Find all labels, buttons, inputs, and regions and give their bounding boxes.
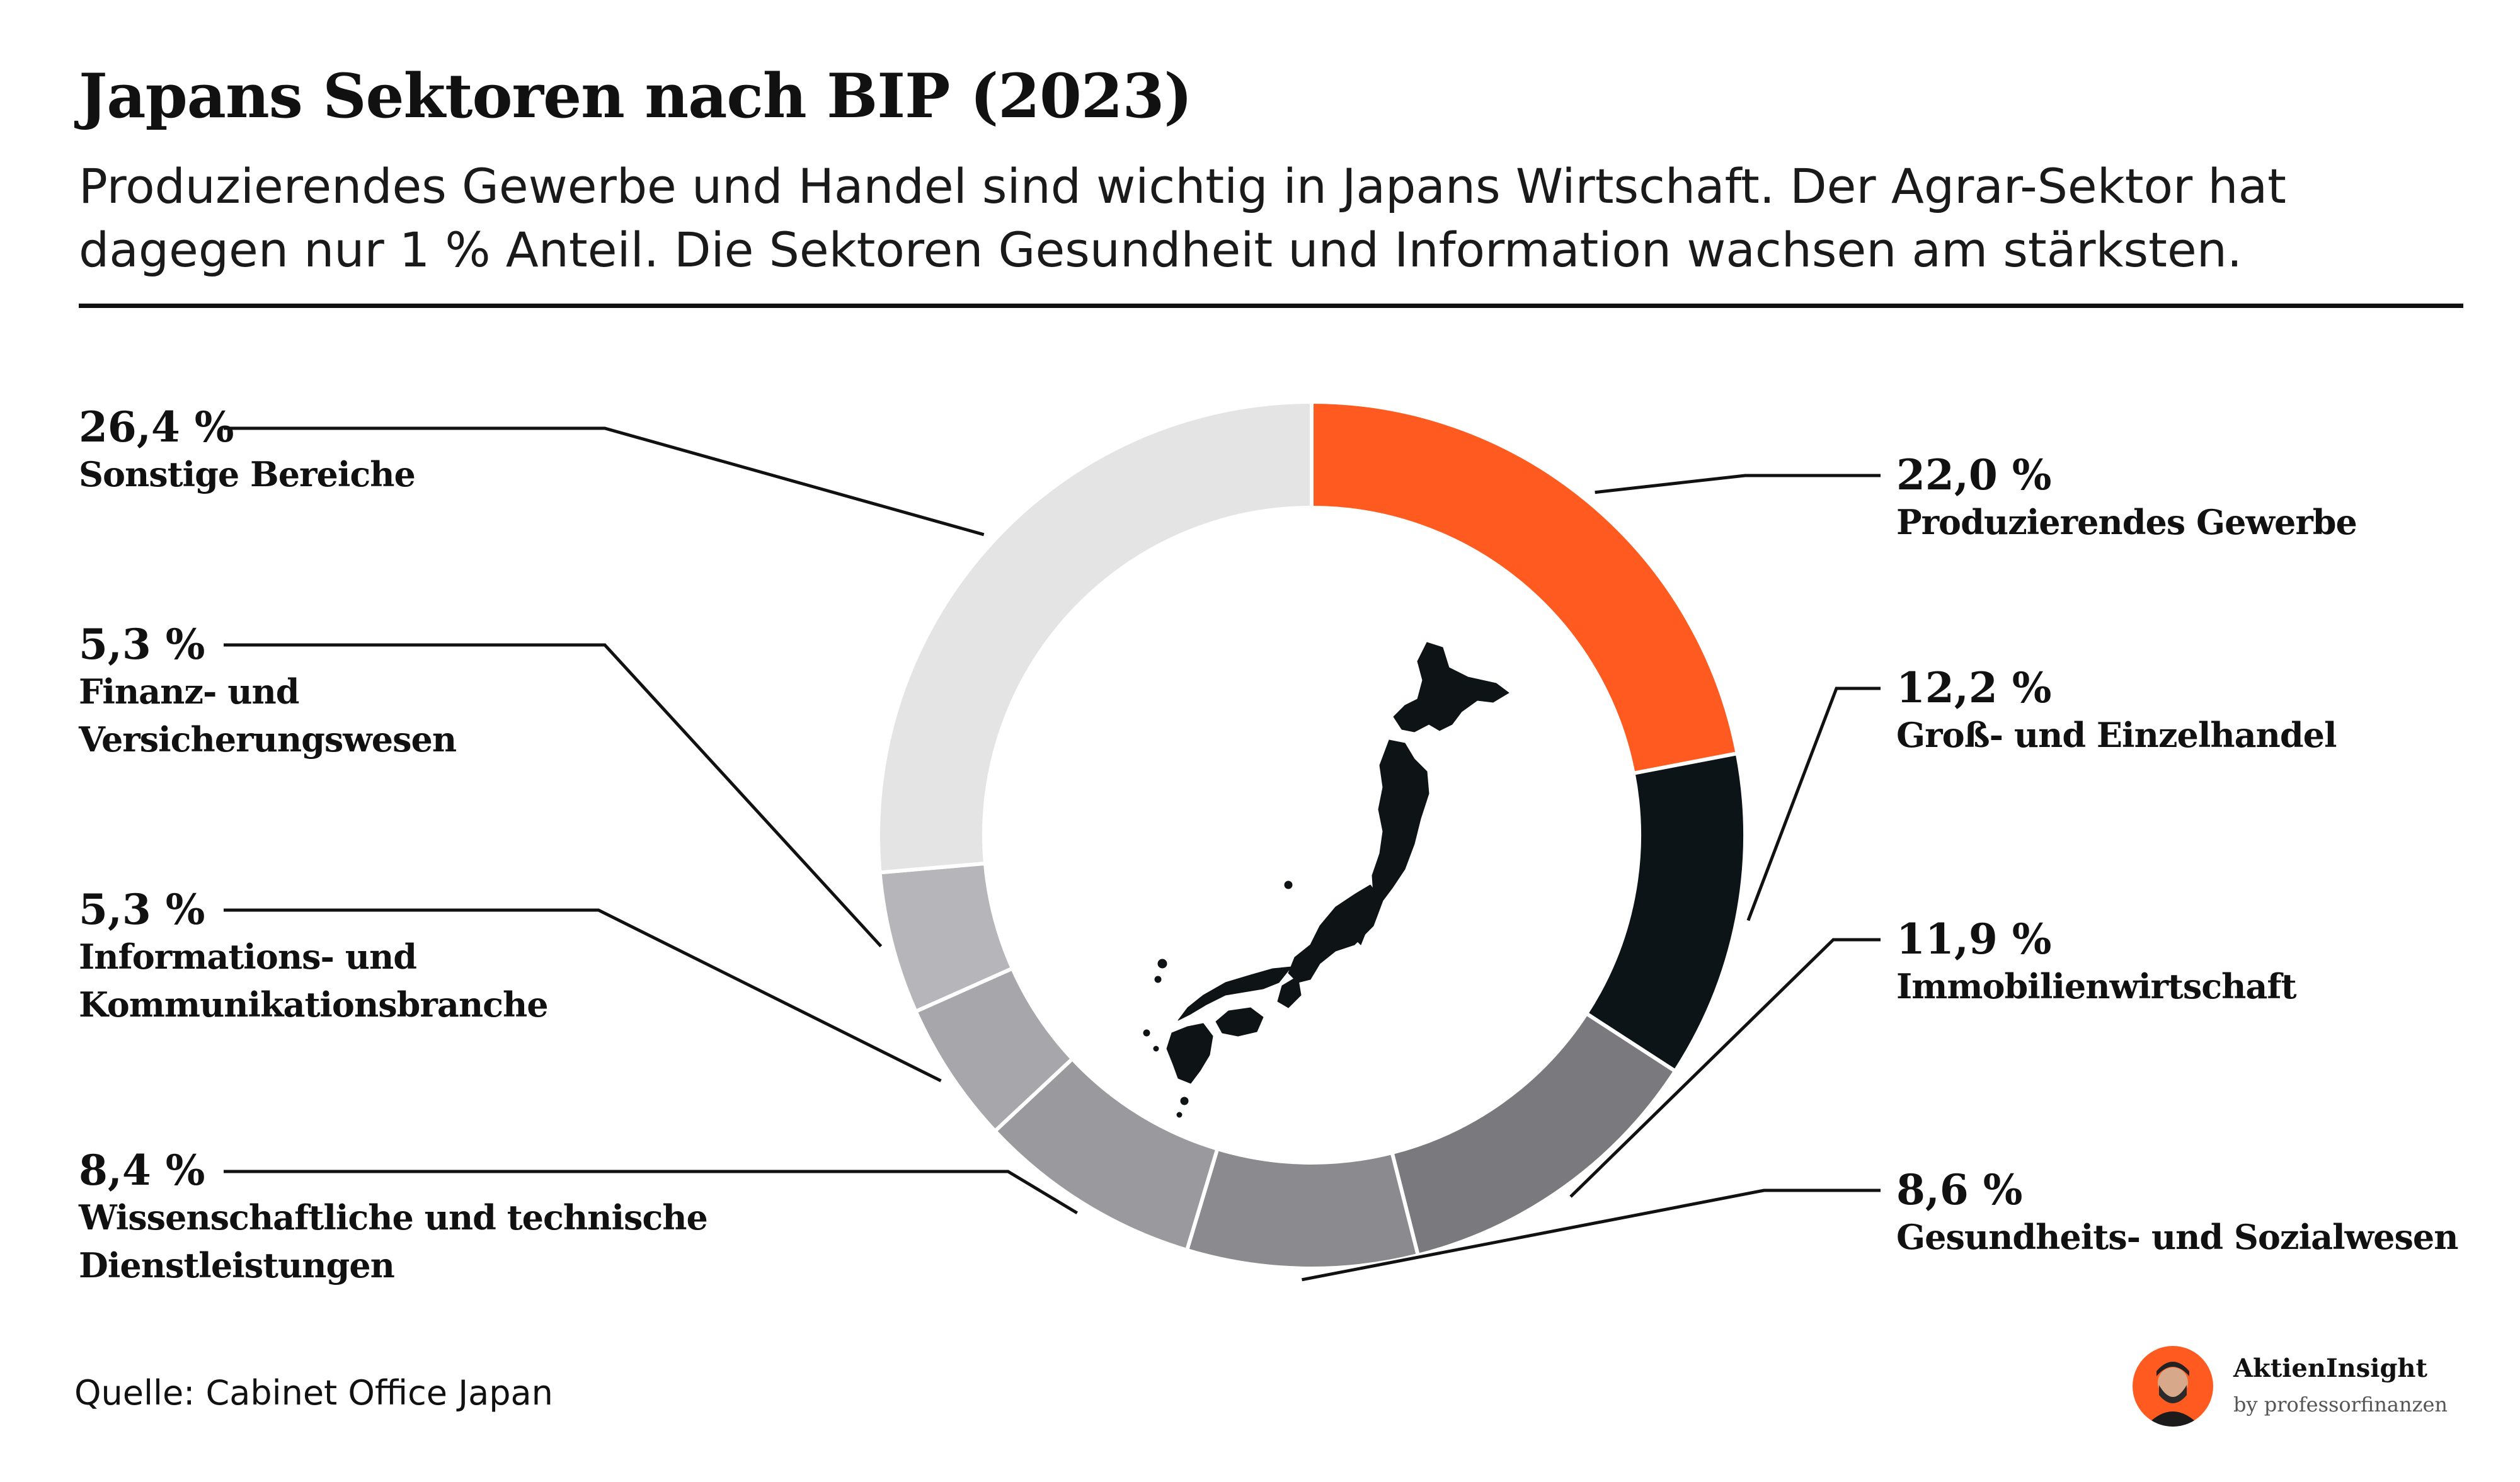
slice-category-label: Groß- und Einzelhandel: [1896, 714, 2337, 755]
slice-label-produzierendes-gewerbe: 22,0 % Produzierendes Gewerbe: [1896, 452, 2357, 546]
source-note: Quelle: Cabinet Office Japan: [74, 1373, 553, 1413]
slice-category-label: Gesundheits- und Sozialwesen: [1896, 1216, 2458, 1257]
slice-label-finanz-und-versicherungswesen: 5,3 % Finanz- und Versicherungswesen: [79, 620, 457, 764]
slice-label-sonstige-bereiche: 26,4 % Sonstige Bereiche: [79, 402, 416, 498]
slice-value-label: 8,4 %: [79, 1146, 205, 1195]
slice-category-label: Produzierendes Gewerbe: [1896, 501, 2357, 542]
slice-value-label: 11,9 %: [1896, 915, 2052, 964]
slice-category-label: Informations- und: [79, 936, 417, 977]
leader-line-sonstige-bereiche: [224, 426, 985, 537]
slice-value-label: 26,4 %: [79, 402, 234, 452]
leader-line-gross-und-einzelhandel: [1746, 687, 1881, 921]
leader-line-wissenschaftliche-und-technische-dienstleistungen: [224, 1170, 1078, 1214]
slice-value-label: 22,0 %: [1896, 450, 2052, 499]
avatar: [2133, 1346, 2213, 1427]
slice-label-immobilienwirtschaft: 11,9 % Immobilienwirtschaft: [1896, 915, 2297, 1010]
slice-label-wissenschaftliche-und-technische-dienstleistungen: 8,4 % Wissenschaftliche und technische Die…: [79, 1146, 708, 1290]
leader-lines: [224, 426, 1881, 1282]
donut-slice-gesundheits-und-sozialwesen: [1184, 1146, 1421, 1270]
slice-label-informations-und-kommunikationsbranche: 5,3 % Informations- und Kommunikationsbran…: [79, 885, 549, 1029]
leader-line-informations-und-kommunikationsbranche: [224, 908, 942, 1083]
brand-byline: by professorfinanzen: [2233, 1393, 2448, 1416]
chart-title: Japans Sektoren nach BIP (2023): [79, 60, 1193, 132]
slice-value-label: 12,2 %: [1896, 663, 2052, 712]
slice-value-label: 5,3 %: [79, 885, 205, 934]
donut-slice-produzierendes-gewerbe: [1310, 399, 1740, 776]
slice-label-gesundheits-und-sozialwesen: 8,6 % Gesundheits- und Sozialwesen: [1896, 1167, 2458, 1261]
brand-badge: AktienInsight by professorfinanzen: [2133, 1345, 2485, 1433]
slice-category-label: Immobilienwirtschaft: [1896, 966, 2297, 1006]
leader-line-immobilienwirtschaft: [1569, 938, 1881, 1198]
slice-label-gross-und-einzelhandel: 12,2 % Groß- und Einzelhandel: [1896, 665, 2337, 759]
slice-category-label: Sonstige Bereiche: [79, 453, 416, 494]
donut-slices: [876, 399, 1747, 1270]
title-divider: [79, 304, 2463, 308]
slice-category-label: Wissenschaftliche und technische: [79, 1197, 708, 1238]
donut-slice-gross-und-einzelhandel: [1583, 751, 1747, 1074]
slice-category-label: Versicherungswesen: [79, 719, 457, 760]
leader-line-finanz-und-versicherungswesen: [224, 643, 883, 948]
brand-name: AktienInsight: [2233, 1354, 2427, 1383]
japan-map-icon: [1143, 642, 1509, 1118]
slice-category-label: Finanz- und: [79, 671, 300, 712]
leader-line-produzierendes-gewerbe: [1595, 474, 1881, 494]
slice-value-label: 5,3 %: [79, 620, 205, 669]
slice-category-label: Dienstleistungen: [79, 1245, 395, 1286]
slice-category-label: Kommunikationsbranche: [79, 984, 549, 1025]
leader-line-gesundheits-und-sozialwesen: [1302, 1188, 1881, 1282]
donut-slice-sonstige-bereiche: [876, 399, 1314, 875]
slice-value-label: 8,6 %: [1896, 1165, 2023, 1214]
chart-subtitle: Produzierendes Gewerbe und Handel sind w…: [79, 158, 2286, 278]
